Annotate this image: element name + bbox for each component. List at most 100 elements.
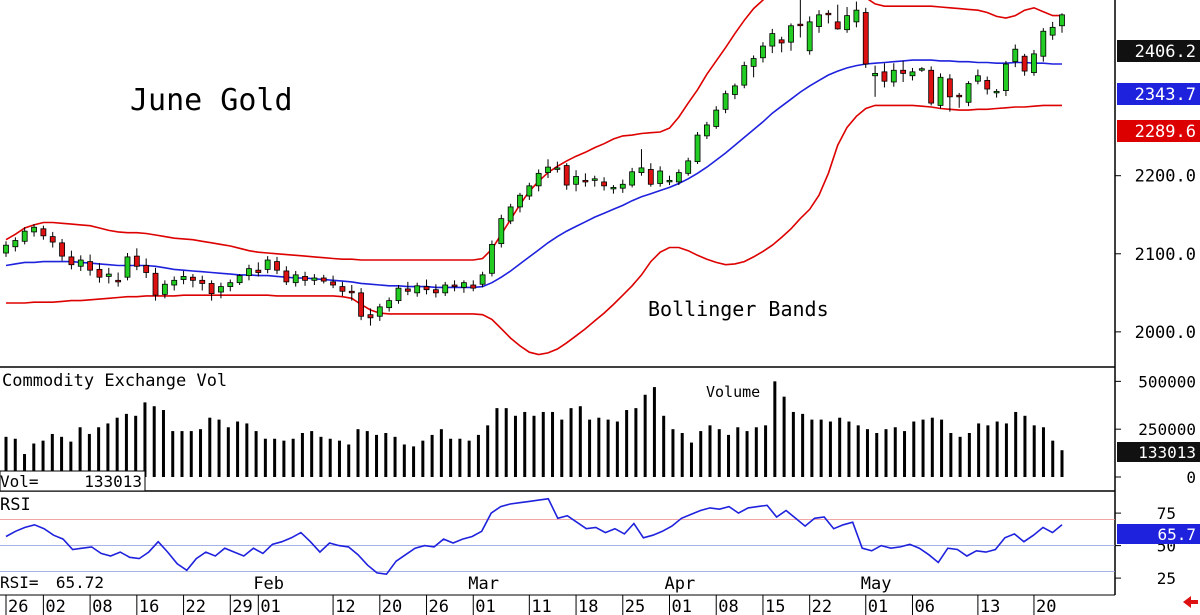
volume-bar bbox=[810, 419, 814, 477]
volume-bar bbox=[1023, 415, 1027, 477]
candlestick bbox=[274, 256, 280, 275]
rsi-last-box bbox=[1117, 524, 1200, 544]
volume-annotation: Volume bbox=[706, 383, 760, 401]
date-axis-label: 16 bbox=[139, 597, 159, 615]
volume-bar bbox=[282, 440, 286, 477]
volume-bar bbox=[23, 454, 27, 477]
candlestick bbox=[208, 280, 215, 301]
volume-bar bbox=[347, 444, 351, 477]
candlestick bbox=[1059, 13, 1065, 33]
volume-bar bbox=[513, 415, 517, 477]
volume-bar bbox=[504, 408, 508, 477]
upper-bollinger-band bbox=[5, 0, 1062, 261]
candlestick bbox=[31, 224, 37, 237]
volume-bar bbox=[60, 436, 64, 477]
volume-bar bbox=[69, 441, 73, 477]
volume-axis-label: 0 bbox=[1186, 468, 1196, 487]
candlestick bbox=[619, 179, 626, 193]
candlestick bbox=[470, 280, 477, 292]
candlestick bbox=[816, 10, 822, 33]
rsi-panel bbox=[0, 497, 1115, 576]
volume-bar bbox=[680, 433, 684, 477]
volume-bar bbox=[634, 408, 638, 477]
price-lower-box bbox=[1117, 120, 1200, 142]
candlestick bbox=[993, 89, 1000, 98]
candlestick bbox=[844, 7, 850, 33]
volume-bar bbox=[245, 423, 249, 477]
candlestick bbox=[937, 73, 944, 109]
volume-panel bbox=[4, 381, 1064, 477]
volume-bar bbox=[532, 415, 536, 477]
middle-bollinger-band bbox=[5, 59, 1062, 289]
candlestick bbox=[657, 166, 664, 187]
month-label: Mar bbox=[468, 574, 499, 594]
candlestick bbox=[946, 74, 953, 112]
volume-bar bbox=[606, 419, 610, 477]
candlestick bbox=[610, 185, 617, 194]
volume-bar bbox=[87, 433, 91, 477]
volume-bar bbox=[449, 438, 453, 477]
volume-bar bbox=[106, 423, 110, 477]
candlestick bbox=[928, 66, 935, 106]
month-label: Feb bbox=[253, 574, 284, 594]
volume-bar bbox=[263, 438, 267, 477]
volume-bar bbox=[189, 431, 193, 477]
candlestick bbox=[40, 225, 47, 240]
date-axis-label: 15 bbox=[765, 597, 785, 615]
candlestick bbox=[750, 55, 757, 78]
candlestick bbox=[685, 157, 692, 176]
volume-bar bbox=[708, 425, 712, 477]
left-arrow-icon[interactable] bbox=[1183, 596, 1198, 608]
candlestick bbox=[161, 280, 168, 299]
volume-bar bbox=[736, 427, 740, 477]
volume-bar bbox=[476, 434, 480, 477]
volume-bar bbox=[699, 431, 703, 477]
candlestick bbox=[591, 175, 598, 187]
candlestick bbox=[675, 169, 682, 186]
volume-bar bbox=[875, 433, 879, 477]
volume-bar bbox=[124, 413, 128, 477]
date-axis-label: 22 bbox=[186, 597, 206, 615]
volume-bar bbox=[578, 406, 582, 477]
volume-bar bbox=[949, 433, 953, 477]
volume-bar bbox=[50, 433, 54, 477]
volume-bar bbox=[1060, 450, 1064, 477]
volume-bar bbox=[439, 429, 443, 477]
price-middle-box bbox=[1117, 83, 1200, 105]
volume-axis-label: 250000 bbox=[1138, 420, 1196, 439]
candlestick bbox=[246, 264, 252, 281]
price-middle-label: 2343.7 bbox=[1135, 85, 1196, 105]
candlestick bbox=[87, 254, 94, 276]
date-axis-label: 01 bbox=[672, 597, 692, 615]
candlestick bbox=[563, 163, 570, 190]
volume-bar bbox=[773, 381, 777, 477]
volume-bar bbox=[643, 394, 647, 477]
candlestick bbox=[732, 83, 738, 100]
candlestick bbox=[825, 10, 832, 24]
rsi-panel-title: RSI bbox=[0, 495, 31, 515]
volume-bar bbox=[912, 421, 916, 477]
volume-bar bbox=[893, 427, 897, 477]
date-axis-label: 01 bbox=[868, 597, 888, 615]
volume-bar bbox=[375, 434, 379, 477]
candlestick bbox=[302, 271, 308, 286]
candlestick bbox=[227, 279, 234, 292]
volume-bar bbox=[143, 402, 147, 477]
candlestick bbox=[376, 303, 383, 321]
candlestick bbox=[143, 258, 150, 278]
date-axis-label: 12 bbox=[335, 597, 355, 615]
candlestick bbox=[1003, 60, 1009, 97]
candlestick bbox=[199, 275, 206, 291]
volume-bar bbox=[495, 408, 499, 477]
rsi-axis-label: 25 bbox=[1157, 569, 1176, 588]
candlestick bbox=[722, 90, 729, 114]
bollinger-annotation: Bollinger Bands bbox=[648, 297, 829, 321]
candlestick bbox=[601, 177, 607, 191]
date-axis-label: 08 bbox=[92, 597, 112, 615]
date-axis-label: 13 bbox=[980, 597, 1000, 615]
rsi-line bbox=[5, 497, 1063, 576]
volume-bar bbox=[180, 431, 184, 477]
candlestick bbox=[12, 237, 19, 252]
volume-readout-label: Vol= bbox=[0, 472, 39, 491]
